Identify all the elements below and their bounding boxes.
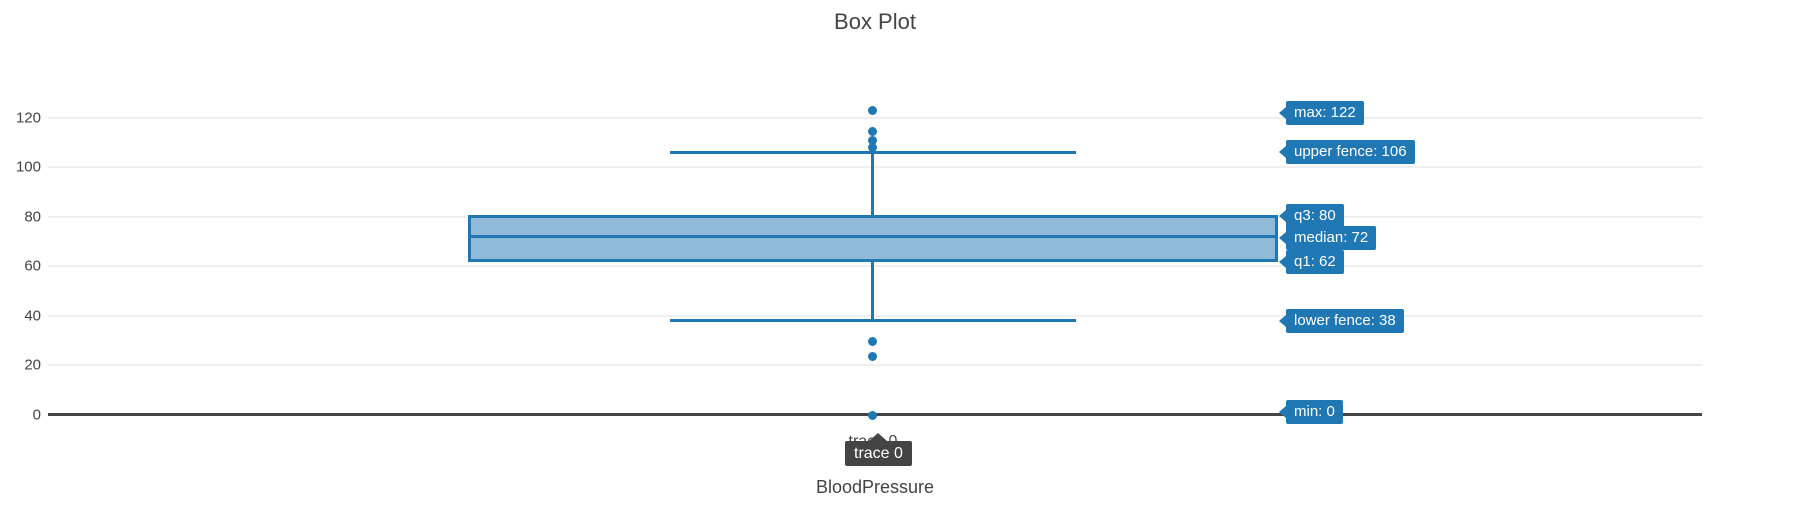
hover-label-median: median: 72 — [1286, 226, 1377, 250]
hover-label-q3: q3: 80 — [1286, 204, 1344, 228]
gridline-20 — [48, 364, 1702, 366]
gridline-40 — [48, 315, 1702, 317]
upper-whisker-line — [871, 152, 874, 216]
gridline-60 — [48, 265, 1702, 267]
hover-label-max: max: 122 — [1286, 101, 1364, 125]
upper-fence-cap[interactable] — [670, 151, 1076, 154]
y-axis-tick-60: 60 — [24, 257, 41, 275]
outlier-point-114[interactable] — [868, 127, 877, 136]
outlier-point-108[interactable] — [868, 143, 877, 152]
y-axis-tick-80: 80 — [24, 208, 41, 226]
x-axis-title: BloodPressure — [815, 477, 935, 497]
outlier-point-0[interactable] — [868, 411, 877, 420]
y-axis-tick-20: 20 — [24, 356, 41, 374]
y-axis-tick-0: 0 — [32, 406, 41, 424]
lower-fence-cap[interactable] — [670, 319, 1076, 322]
axis-hover-tooltip: trace 0 — [845, 433, 912, 466]
median-line[interactable] — [471, 235, 1275, 238]
outlier-point-30[interactable] — [868, 337, 877, 346]
y-axis-tick-100: 100 — [15, 158, 41, 176]
hover-label-lower-fence: lower fence: 38 — [1286, 309, 1404, 333]
gridline-120 — [48, 117, 1702, 119]
gridline-100 — [48, 166, 1702, 168]
y-axis-tick-40: 40 — [24, 307, 41, 325]
chart-title: Box Plot — [834, 9, 916, 34]
hover-label-q1: q1: 62 — [1286, 250, 1344, 274]
outlier-point-110[interactable] — [868, 136, 877, 145]
box-quartile-rect[interactable] — [468, 215, 1278, 262]
hover-label-upper-fence: upper fence: 106 — [1286, 140, 1415, 164]
hover-label-min: min: 0 — [1286, 400, 1343, 424]
outlier-point-24[interactable] — [868, 352, 877, 361]
lower-whisker-line — [871, 260, 874, 321]
outlier-point-122[interactable] — [868, 106, 877, 115]
y-axis-tick-120: 120 — [15, 109, 41, 127]
